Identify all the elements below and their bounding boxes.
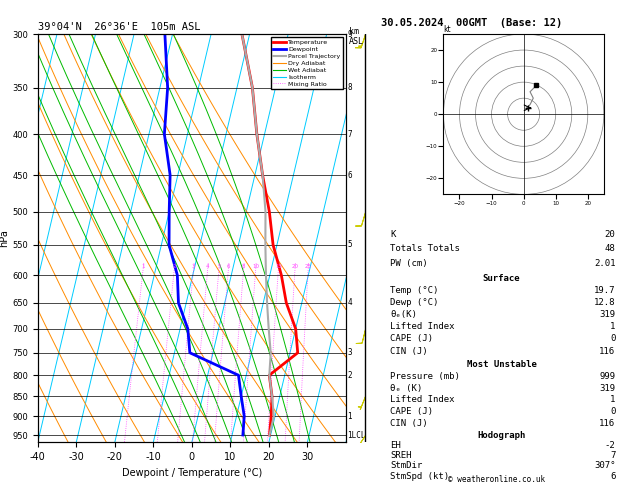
Text: 319: 319 [599,383,615,393]
Text: Totals Totals: Totals Totals [390,244,460,253]
Text: Lifted Index: Lifted Index [390,322,455,331]
Text: 5: 5 [217,264,221,269]
Text: SREH: SREH [390,451,412,460]
Text: Most Unstable: Most Unstable [467,360,537,369]
Text: 20: 20 [604,230,615,239]
Text: 48: 48 [604,244,615,253]
X-axis label: Dewpoint / Temperature (°C): Dewpoint / Temperature (°C) [122,468,262,478]
Text: 3: 3 [347,348,352,357]
Text: 9: 9 [347,30,352,38]
Text: CAPE (J): CAPE (J) [390,407,433,416]
Text: © weatheronline.co.uk: © weatheronline.co.uk [448,475,545,484]
Text: K: K [390,230,396,239]
Text: -2: -2 [604,441,615,450]
Text: 5: 5 [347,241,352,249]
Text: Surface: Surface [483,274,520,283]
Text: StmSpd (kt): StmSpd (kt) [390,471,449,481]
Text: 8: 8 [242,264,245,269]
Text: 25: 25 [304,264,311,269]
Text: 39°04'N  26°36'E  105m ASL: 39°04'N 26°36'E 105m ASL [38,22,200,32]
Text: 0: 0 [610,334,615,344]
Text: 4: 4 [347,298,352,308]
Text: 6: 6 [610,471,615,481]
Text: PW (cm): PW (cm) [390,259,428,268]
Text: 20: 20 [291,264,299,269]
Text: 7: 7 [610,451,615,460]
Legend: Temperature, Dewpoint, Parcel Trajectory, Dry Adiabat, Wet Adiabat, Isotherm, Mi: Temperature, Dewpoint, Parcel Trajectory… [270,37,343,89]
Text: 15: 15 [275,264,282,269]
Text: Pressure (mb): Pressure (mb) [390,372,460,381]
Text: 8: 8 [347,83,352,92]
Text: θₑ (K): θₑ (K) [390,383,423,393]
Text: Hodograph: Hodograph [477,431,526,440]
Text: 19.7: 19.7 [594,286,615,295]
Text: CIN (J): CIN (J) [390,347,428,356]
Text: km
ASL: km ASL [349,27,364,46]
Text: 116: 116 [599,419,615,428]
Text: 4: 4 [206,264,209,269]
Text: CAPE (J): CAPE (J) [390,334,433,344]
Text: 307°: 307° [594,461,615,470]
Text: 116: 116 [599,347,615,356]
Text: CIN (J): CIN (J) [390,419,428,428]
Text: 0: 0 [610,407,615,416]
Text: 1: 1 [347,412,352,421]
Text: 1: 1 [610,322,615,331]
Text: Dewp (°C): Dewp (°C) [390,298,438,307]
Text: 10: 10 [252,264,259,269]
Text: EH: EH [390,441,401,450]
Text: 6: 6 [347,171,352,179]
Text: Lifted Index: Lifted Index [390,395,455,404]
Text: 1: 1 [610,395,615,404]
Y-axis label: hPa: hPa [0,229,9,247]
Text: 7: 7 [347,130,352,139]
Text: θₑ(K): θₑ(K) [390,310,417,319]
Text: 12.8: 12.8 [594,298,615,307]
Text: 6: 6 [226,264,230,269]
Text: 2: 2 [172,264,176,269]
Text: 319: 319 [599,310,615,319]
Text: 999: 999 [599,372,615,381]
Text: 30.05.2024  00GMT  (Base: 12): 30.05.2024 00GMT (Base: 12) [381,18,562,29]
Text: 2.01: 2.01 [594,259,615,268]
Text: 1LCL: 1LCL [347,431,366,439]
Text: 1: 1 [142,264,145,269]
Text: StmDir: StmDir [390,461,423,470]
Text: kt: kt [443,25,451,34]
Text: 2: 2 [347,371,352,380]
Text: Temp (°C): Temp (°C) [390,286,438,295]
Text: 3: 3 [192,264,195,269]
